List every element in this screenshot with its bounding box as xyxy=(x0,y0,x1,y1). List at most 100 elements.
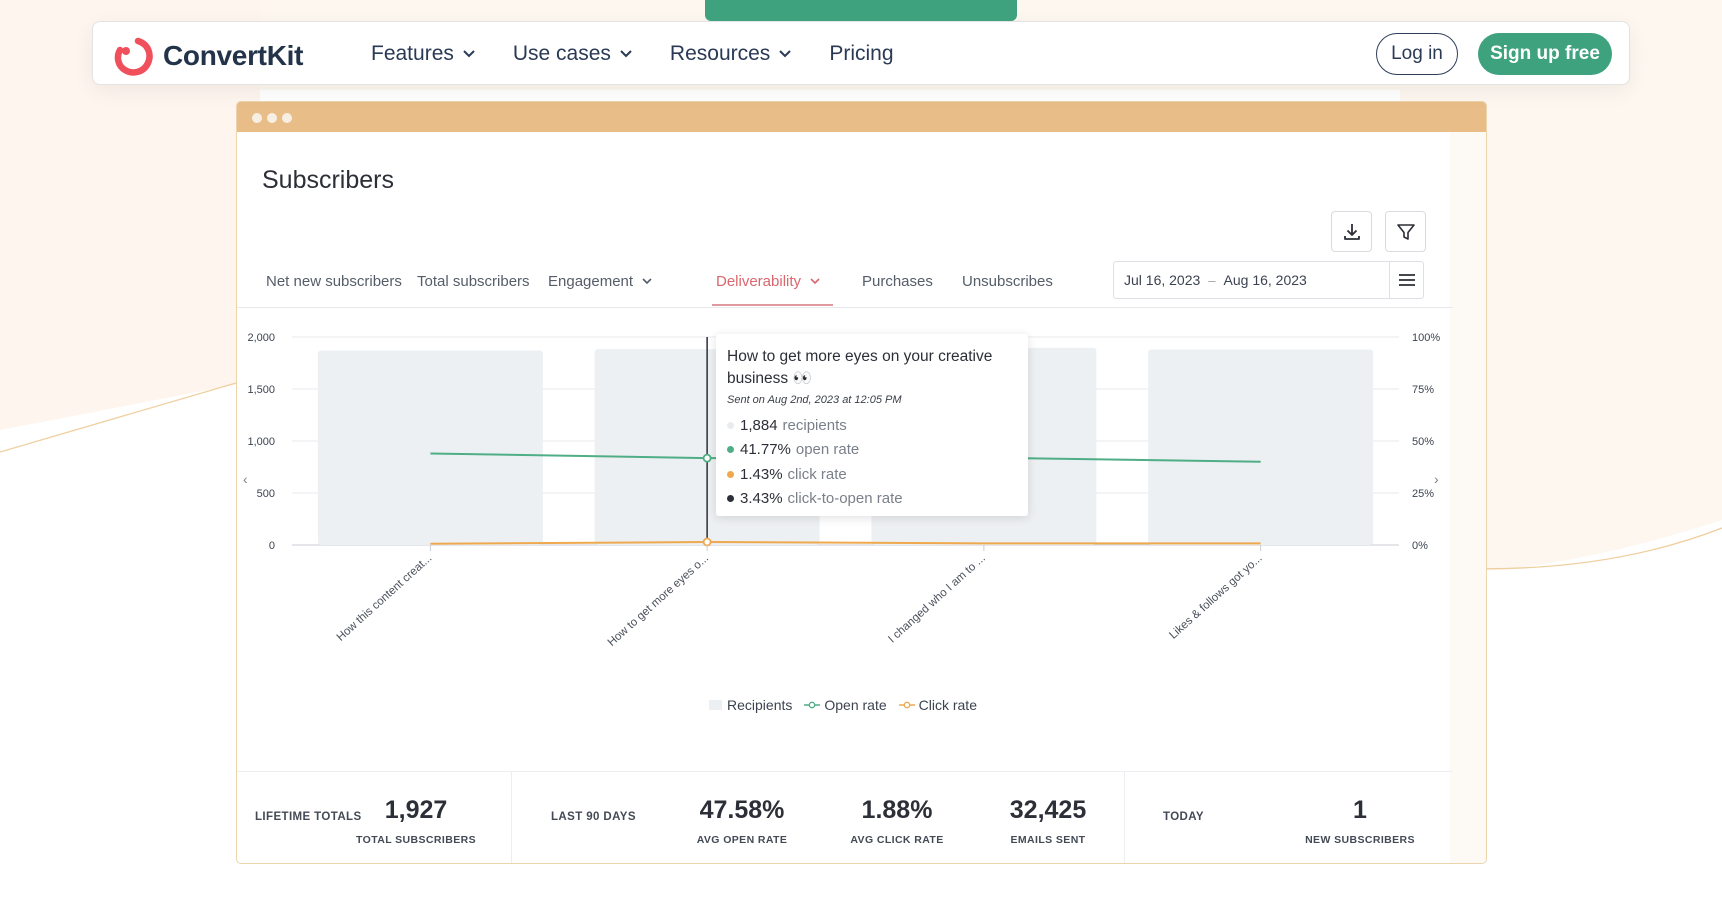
tab-total-subscribers[interactable]: Total subscribers xyxy=(417,254,530,308)
date-range-picker[interactable]: Jul 16, 2023 – Aug 16, 2023 xyxy=(1113,261,1424,299)
chart-scroll-right-icon[interactable]: › xyxy=(1434,471,1439,487)
today-label: TODAY xyxy=(1163,811,1204,823)
chart-tooltip: How to get more eyes on your creative bu… xyxy=(716,334,1028,516)
tab-deliverability[interactable]: Deliverability xyxy=(716,254,820,308)
tab-purchases[interactable]: Purchases xyxy=(862,254,933,308)
nav-features-label: Features xyxy=(371,42,454,65)
nav-use-cases-label: Use cases xyxy=(512,42,611,65)
point-click-rate xyxy=(702,537,712,547)
chart-scroll-left-icon[interactable]: ‹ xyxy=(243,471,248,487)
tooltip-label: open rate xyxy=(795,441,860,459)
avg-open-rate-value: 47.58% xyxy=(699,796,785,824)
nav-use-cases[interactable]: Use cases xyxy=(513,42,632,66)
x-tick-label: I changed who I am to ... xyxy=(886,552,988,645)
page-title: Subscribers xyxy=(262,166,394,194)
tab-net-new-subscribers[interactable]: Net new subscribers xyxy=(266,254,402,308)
tab-unsubscribes[interactable]: Unsubscribes xyxy=(962,254,1053,308)
chevron-down-icon xyxy=(642,277,652,284)
window-side-strip xyxy=(1450,132,1486,863)
lifetime-total-caption: TOTAL SUBSCRIBERS xyxy=(356,834,476,846)
y-left-tick-label: 1,500 xyxy=(247,384,275,396)
totals-divider xyxy=(1124,772,1125,863)
tooltip-label: click-to-open rate xyxy=(787,490,903,508)
promo-tab[interactable] xyxy=(705,0,1017,21)
date-from: Jul 16, 2023 xyxy=(1124,272,1201,288)
chevron-down-icon xyxy=(463,50,475,58)
download-icon xyxy=(1343,223,1360,240)
tab-label: Purchases xyxy=(862,272,933,290)
avg-click-rate-caption: AVG CLICK RATE xyxy=(850,834,944,846)
avg-open-rate-caption: AVG OPEN RATE xyxy=(696,834,788,846)
window-dot xyxy=(267,113,277,123)
filter-icon xyxy=(1396,223,1415,240)
tab-label: Unsubscribes xyxy=(962,272,1053,290)
legend-label: Recipients xyxy=(727,697,793,713)
brand-logo[interactable]: ConvertKit xyxy=(113,36,303,76)
x-tick-label: How this content creat... xyxy=(335,552,435,643)
chevron-down-icon xyxy=(620,50,632,58)
convertkit-logo-icon xyxy=(114,37,153,76)
line-click-rate xyxy=(430,541,1261,545)
y-left-tick-label: 0 xyxy=(269,540,275,552)
legend-recipients[interactable]: Recipients xyxy=(709,697,792,713)
totals-divider xyxy=(511,772,512,863)
lifetime-total-value: 1,927 xyxy=(384,796,448,824)
bar-recipients xyxy=(317,350,543,545)
chevron-down-icon xyxy=(810,277,820,284)
tooltip-title: How to get more eyes on your creative bu… xyxy=(727,348,993,387)
legend-line-swatch-icon xyxy=(804,701,821,709)
date-menu-button[interactable] xyxy=(1389,262,1423,298)
point-open-rate xyxy=(702,453,712,463)
signup-button[interactable]: Sign up free xyxy=(1478,33,1612,75)
chart-legend: Recipients Open rate Click rate xyxy=(709,697,989,713)
download-button[interactable] xyxy=(1331,211,1372,252)
tab-label: Engagement xyxy=(548,272,634,290)
nav-resources-label: Resources xyxy=(669,42,771,65)
y-right-tick-label: 50% xyxy=(1412,436,1434,448)
tooltip-value: 1.43% xyxy=(740,465,783,483)
legend-label: Click rate xyxy=(918,697,977,713)
nav-features[interactable]: Features xyxy=(371,42,475,66)
tab-label: Total subscribers xyxy=(417,272,530,290)
click-rate-dot-icon xyxy=(727,470,734,478)
recipients-dot-icon xyxy=(727,421,734,429)
y-right-tick-label: 0% xyxy=(1412,540,1428,552)
avg-click-rate-value: 1.88% xyxy=(861,796,933,824)
top-nav: ConvertKit Features Use cases Resources … xyxy=(92,21,1630,85)
legend-click-rate[interactable]: Click rate xyxy=(898,697,977,713)
tooltip-row-click-to-open: 3.43% click-to-open rate xyxy=(727,487,1017,512)
legend-open-rate[interactable]: Open rate xyxy=(804,697,887,713)
filter-button[interactable] xyxy=(1385,211,1426,252)
y-right-tick-label: 100% xyxy=(1412,332,1440,344)
window-dot xyxy=(282,113,292,123)
nav-resources[interactable]: Resources xyxy=(669,42,792,66)
bar-recipients xyxy=(1148,349,1374,545)
app-window: Subscribers Net new subscribers Total su… xyxy=(236,101,1487,864)
tooltip-subtitle: Sent on Aug 2nd, 2023 at 12:05 PM xyxy=(727,394,902,406)
window-title-bar xyxy=(237,102,1486,132)
nav-pricing-label: Pricing xyxy=(829,42,894,65)
login-button[interactable]: Log in xyxy=(1376,33,1458,75)
tooltip-label: click rate xyxy=(787,465,847,483)
open-rate-dot-icon xyxy=(727,446,734,454)
y-left-tick-label: 1,000 xyxy=(247,436,275,448)
tab-label: Deliverability xyxy=(716,272,802,290)
totals-bar: LIFETIME TOTALS 1,927 TOTAL SUBSCRIBERS … xyxy=(237,771,1452,863)
brand-name: ConvertKit xyxy=(163,40,304,71)
tooltip-row-recipients: 1,884 recipients xyxy=(727,413,1017,438)
y-left-tick-label: 2,000 xyxy=(247,332,275,344)
new-subscribers-value: 1 xyxy=(1353,796,1367,824)
active-tab-underline xyxy=(712,304,833,306)
tab-engagement[interactable]: Engagement xyxy=(548,254,652,308)
legend-line-swatch-icon xyxy=(898,701,915,709)
nav-links: Features Use cases Resources Pricing xyxy=(371,22,932,86)
emails-sent-value: 32,425 xyxy=(1009,796,1087,824)
x-tick-label: How to get more eyes o... xyxy=(606,552,711,649)
y-right-tick-label: 25% xyxy=(1412,488,1434,500)
hamburger-icon xyxy=(1398,274,1415,286)
nav-pricing[interactable]: Pricing xyxy=(829,42,893,66)
legend-bar-swatch-icon xyxy=(709,700,722,710)
date-to: Aug 16, 2023 xyxy=(1223,272,1307,288)
last-90-days-label: LAST 90 DAYS xyxy=(551,811,636,823)
tooltip-value: 3.43% xyxy=(740,490,783,508)
